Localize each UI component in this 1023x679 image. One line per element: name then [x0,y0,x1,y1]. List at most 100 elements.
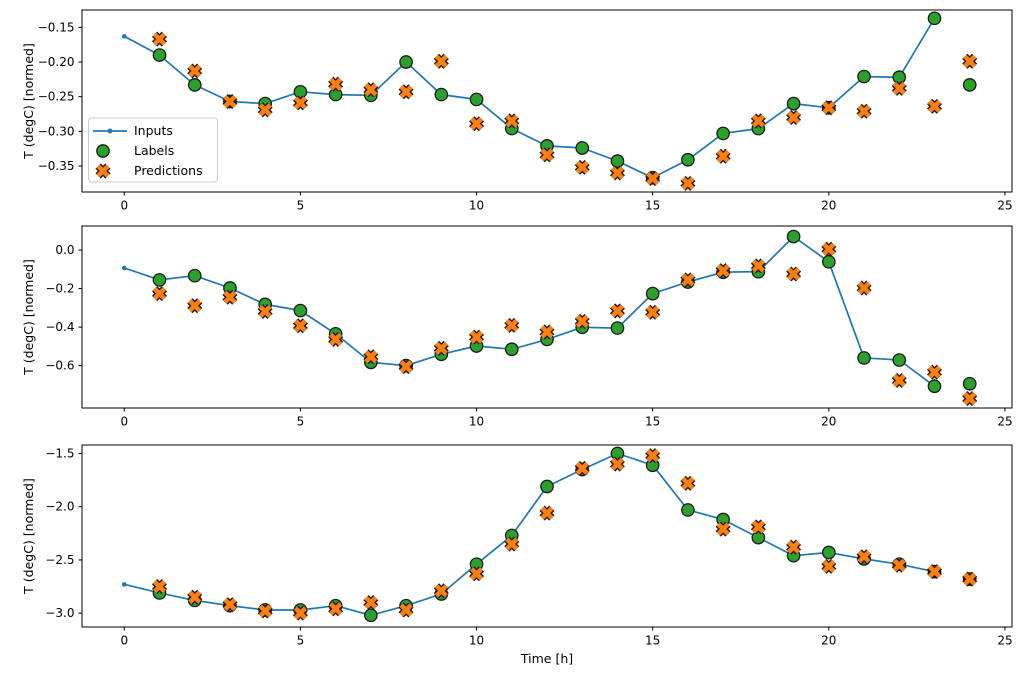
legend-label: Predictions [134,163,203,178]
axes-frame [81,444,1013,628]
prediction-point [751,520,765,534]
prediction-point [575,160,589,174]
predictions-scatter [151,31,978,191]
label-point [575,141,590,155]
label-point [504,342,519,357]
prediction-point [223,290,237,304]
label-point [821,545,836,560]
x-tick-label: 15 [645,634,660,648]
y-tick-label: −0.6 [45,359,74,373]
prediction-point [646,449,660,463]
axes-frame [81,9,1013,193]
prediction-point [857,281,871,295]
prediction-point [470,117,484,131]
y-tick-label: −3.0 [45,606,74,620]
prediction-point [399,85,413,99]
legend-box [88,117,218,183]
prediction-point [399,360,413,374]
prediction-point [716,522,730,536]
label-point [293,84,308,99]
x-tick-label: 5 [297,634,305,648]
prediction-point [610,457,624,471]
x-tick-label: 15 [645,415,660,429]
y-tick-label: −0.30 [38,124,75,138]
prediction-point [787,267,801,281]
prediction-point [927,365,942,379]
panel-3: −1.5 −2.0 −2.5 −3.0 0 5 10 15 20 25 T (degC) [norm… [21,444,1013,648]
y-tick-label: −1.5 [45,447,74,461]
label-point [857,351,871,365]
prediction-point [751,259,765,273]
inputs-series [121,16,937,181]
prediction-point [258,304,272,319]
label-point [962,78,977,92]
label-point [645,286,660,301]
prediction-point [329,77,343,91]
y-axis-label: T (degC) [normed] [21,43,36,160]
legend: Inputs Labels Predictions [88,117,218,183]
prediction-point [505,537,519,551]
prediction-point [963,392,977,406]
input-point [121,582,127,587]
prediction-point [470,330,484,344]
prediction-point [963,54,977,68]
prediction-point [152,580,167,594]
prediction-point [188,299,202,313]
prediction-point [505,318,519,332]
prediction-point [434,341,448,355]
prediction-point [329,332,343,346]
inputs-line [124,452,935,617]
x-tick-label: 0 [120,415,128,429]
y-tick-label: −0.35 [38,159,75,173]
x-icon [96,164,110,178]
prediction-point [152,287,167,301]
legend-label: Inputs [134,123,173,138]
prediction-point [927,99,942,113]
prediction-point [716,264,730,278]
label-point [187,268,202,283]
input-point [121,265,127,271]
label-point [786,229,801,244]
prediction-point [364,83,378,97]
label-point [434,87,449,102]
prediction-point [927,565,942,579]
prediction-point [223,598,237,612]
prediction-point [258,604,272,618]
label-point [610,446,625,461]
label-point [610,321,625,335]
prediction-point [188,64,202,78]
prediction-point [434,54,448,68]
label-point [892,353,907,367]
prediction-point [293,319,307,333]
prediction-point [751,114,765,128]
prediction-point [610,166,624,180]
prediction-point [857,550,871,564]
label-point [364,608,378,623]
label-point [399,55,413,69]
label-point [187,78,202,92]
label-point [681,152,695,167]
label-point [892,70,907,85]
prediction-point [575,314,589,328]
x-tick-label: 10 [469,415,484,429]
line-dot-icon [107,128,113,134]
prediction-point [681,476,695,490]
label-point [927,11,942,26]
x-axis-label: Time [h] [520,651,573,666]
inputs-series [121,451,937,618]
y-tick-label: −2.0 [45,500,74,514]
prediction-point [681,273,695,287]
label-point [751,530,766,545]
axes-frame [81,225,1013,409]
label-point [716,126,730,141]
x-tick-label: 25 [997,415,1012,429]
input-point [121,34,127,39]
label-point [681,503,695,517]
prediction-point [892,558,906,572]
labels-scatter [152,229,977,394]
legend-label: Labels [134,143,174,158]
prediction-point [646,305,660,319]
prediction-point [188,590,202,604]
prediction-point [540,148,554,162]
